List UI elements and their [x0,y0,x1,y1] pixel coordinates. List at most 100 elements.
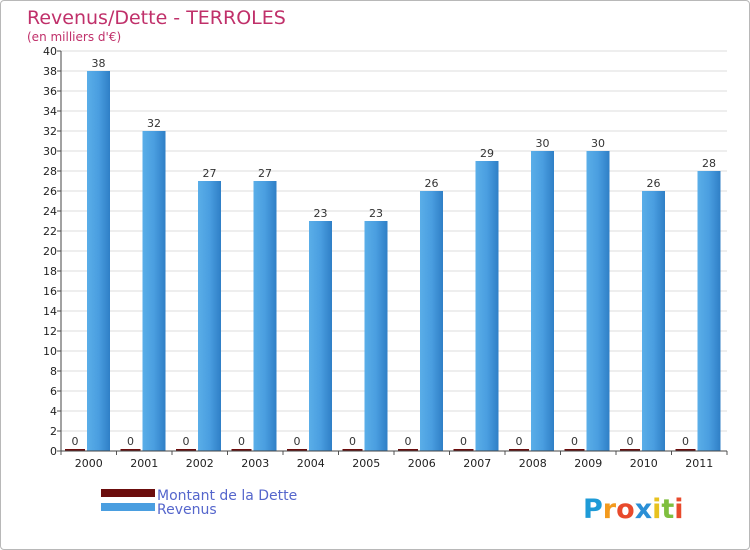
bars: 0 38 0 32 0 27 0 27 0 23 0 23 0 26 0 29 0 30 0 30 0 26 0 28 [65,57,721,451]
bar-debt [453,449,474,451]
x-tick-label: 2006 [408,457,436,470]
bar-debt [342,449,363,451]
data-label-debt: 0 [72,435,79,448]
data-label-revenus: 38 [92,57,106,70]
data-label-debt: 0 [571,435,578,448]
data-label-debt: 0 [516,435,523,448]
legend-swatch [101,489,155,497]
data-label-revenus: 26 [425,177,439,190]
x-tick-label: 2004 [297,457,325,470]
chart-subtitle: (en milliers d'€) [27,30,121,44]
logo-letter: i [674,494,683,525]
logo-letter: P [583,494,603,525]
data-label-revenus: 27 [203,167,217,180]
data-label-debt: 0 [183,435,190,448]
data-label-revenus: 27 [258,167,272,180]
y-tick-label: 10 [43,345,57,358]
y-tick-label: 20 [43,245,57,258]
bar-debt [287,449,307,451]
y-tick-label: 16 [43,285,57,298]
data-label-debt: 0 [460,435,467,448]
data-label-revenus: 23 [314,207,328,220]
y-tick-label: 22 [43,225,57,238]
bar-revenus [142,131,166,451]
data-label-debt: 0 [682,435,689,448]
bar-revenus [87,71,110,451]
bar-revenus [475,161,499,451]
y-tick-label: 8 [50,365,57,378]
legend-swatch [101,503,155,511]
data-label-revenus: 30 [536,137,550,150]
logo-letter: r [603,494,617,525]
data-label-debt: 0 [127,435,134,448]
bar-debt [231,449,252,451]
bar-debt [564,449,585,451]
y-tick-label: 36 [43,85,57,98]
x-tick-label: 2008 [519,457,547,470]
x-tick-label: 2001 [130,457,158,470]
logo-letter: x [635,494,652,525]
bar-debt [620,449,640,451]
x-tick-label: 2011 [685,457,713,470]
bar-revenus [586,151,610,451]
data-label-revenus: 23 [369,207,383,220]
bar-revenus [309,221,332,451]
bar-debt [65,449,85,451]
y-tick-label: 28 [43,165,57,178]
y-tick-label: 0 [50,445,57,458]
y-tick-label: 30 [43,145,57,158]
chart-title: Revenus/Dette - TERROLES [27,7,286,29]
logo-letter: i [652,494,661,525]
data-label-revenus: 26 [647,177,661,190]
y-tick-label: 6 [50,385,57,398]
y-tick-label: 38 [43,65,57,78]
proxiti-logo: Proxiti [583,494,684,525]
data-label-revenus: 28 [702,157,716,170]
y-tick-label: 34 [43,105,57,118]
data-label-revenus: 32 [147,117,161,130]
bar-debt [176,449,196,451]
x-tick-label: 2002 [186,457,214,470]
bar-debt [675,449,696,451]
bar-revenus [531,151,554,451]
bar-revenus [198,181,221,451]
y-tick-label: 26 [43,185,57,198]
grid-lines [61,50,727,432]
y-tick-label: 12 [43,325,57,338]
bar-revenus [642,191,665,451]
bar-debt [509,449,529,451]
bar-revenus [420,191,443,451]
x-tick-label: 2009 [574,457,602,470]
y-tick-label: 40 [43,45,57,58]
x-tick-label: 2005 [352,457,380,470]
y-tick-label: 24 [43,205,57,218]
data-label-debt: 0 [627,435,634,448]
x-tick-label: 2007 [463,457,491,470]
y-tick-label: 32 [43,125,57,138]
legend-label: Revenus [157,502,217,518]
data-label-revenus: 29 [480,147,494,160]
x-axis-ticks: 2000 2001 2002 2003 2004 2005 2006 2007 2008 2009… [60,451,728,470]
data-label-revenus: 30 [591,137,605,150]
logo-letter: t [661,494,674,525]
data-label-debt: 0 [405,435,412,448]
x-tick-label: 2010 [630,457,658,470]
y-tick-label: 14 [43,305,57,318]
x-tick-label: 2000 [75,457,103,470]
bar-revenus [364,221,388,451]
y-tick-label: 2 [50,425,57,438]
y-tick-label: 4 [50,405,57,418]
data-label-debt: 0 [238,435,245,448]
x-tick-label: 2003 [241,457,269,470]
bar-debt [398,449,418,451]
bar-revenus [253,181,277,451]
bar-revenus [697,171,721,451]
data-label-debt: 0 [349,435,356,448]
logo-letter: o [616,494,635,525]
y-tick-label: 18 [43,265,57,278]
data-label-debt: 0 [294,435,301,448]
